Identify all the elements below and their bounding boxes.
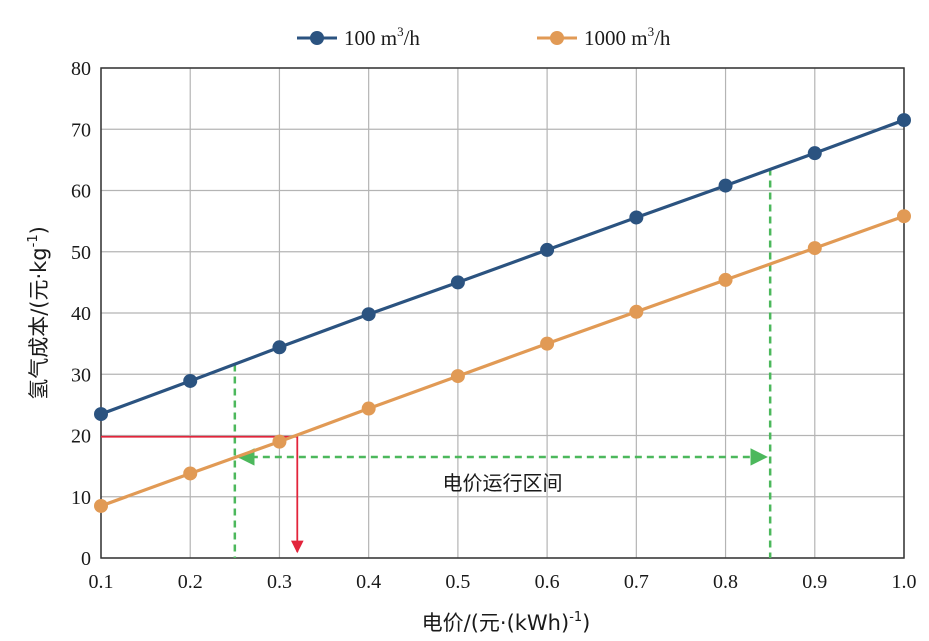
x-axis-title-tail: ) [582,611,590,635]
series-1-point-4 [450,369,465,384]
series [94,113,911,513]
series-1-point-0 [94,498,108,513]
y-tick-label-7: 70 [71,119,91,141]
series-1-point-3 [361,401,376,416]
y-axis-title-base: 氢气成本/(元·kg [27,247,51,399]
series-1 [94,209,911,513]
plot-frame [100,67,905,559]
legend-item-1000: 1000 m3/h [537,24,671,50]
y-tick-label-4: 40 [71,303,91,325]
y-tick-label-6: 60 [71,181,91,203]
x-axis-title: 电价/(元·(kWh)-1) [422,610,591,635]
legend-label-100-tail: /h [404,26,421,50]
range-label: 电价运行区间 [443,471,563,495]
series-0-point-9 [897,113,911,128]
series-0-point-3 [361,307,376,322]
y-tick-label-8: 80 [71,58,91,80]
y-tick-label-2: 20 [71,426,91,448]
x-tick-label-9: 1.0 [892,571,917,593]
x-axis-title-base: 电价/(元·(kWh) [422,611,570,635]
cost-marker-line [101,435,304,554]
legend-swatch-marker-1000 [550,31,564,45]
series-1-point-7 [718,272,733,287]
y-axis-title-sup: -1 [26,234,41,247]
legend-swatch-marker-100 [310,31,324,45]
y-axis-title: 氢气成本/(元·kg-1) [26,226,51,400]
legend: 100 m3/h 1000 m3/h [297,24,671,50]
series-line-0 [100,118,905,416]
series-1-point-8 [807,241,822,256]
series-0-point-2 [272,340,287,355]
y-tick-label-1: 10 [71,487,91,509]
legend-label-1000-tail: /h [654,26,671,50]
x-tick-label-5: 0.6 [535,571,560,593]
legend-label-1000-base: 1000 m [584,26,648,50]
x-tick-label-8: 0.9 [802,571,827,593]
series-1-point-5 [540,336,555,351]
series-0-point-0 [94,407,108,422]
x-tick-labels: 0.1 0.2 0.3 0.4 0.5 0.6 0.7 0.8 0.9 1.0 [89,571,917,593]
y-tick-labels: 0 10 20 30 40 50 60 70 80 [71,58,91,570]
x-axis-title-sup: -1 [569,610,582,625]
legend-label-100-sup: 3 [397,24,404,39]
y-tick-label-5: 50 [71,242,91,264]
y-axis-title-tail: ) [27,226,51,234]
legend-label-1000: 1000 m3/h [584,24,671,50]
x-tick-label-2: 0.3 [267,571,292,593]
x-tick-label-1: 0.2 [178,571,203,593]
series-0-point-5 [540,242,555,257]
series-0-point-8 [807,146,822,161]
legend-item-100: 100 m3/h [297,24,420,50]
x-tick-label-4: 0.5 [445,571,470,593]
series-0 [94,113,911,422]
x-tick-label-6: 0.7 [624,571,649,593]
x-tick-label-0: 0.1 [89,571,114,593]
x-tick-label-7: 0.8 [713,571,738,593]
series-0-point-7 [718,178,733,193]
series-0-point-1 [183,373,198,388]
series-1-point-9 [897,209,911,224]
x-tick-label-3: 0.4 [356,571,381,593]
legend-label-1000-sup: 3 [648,24,655,39]
series-0-point-6 [629,210,644,225]
y-tick-label-3: 30 [71,364,91,386]
legend-label-100-base: 100 m [344,26,397,50]
y-tick-label-0: 0 [81,548,91,570]
series-1-point-2 [272,434,287,449]
series-line-1 [100,214,905,508]
legend-label-100: 100 m3/h [344,24,420,50]
series-0-point-4 [450,275,465,290]
series-1-point-6 [629,304,644,319]
annotations [101,168,772,558]
series-1-point-1 [183,466,198,481]
